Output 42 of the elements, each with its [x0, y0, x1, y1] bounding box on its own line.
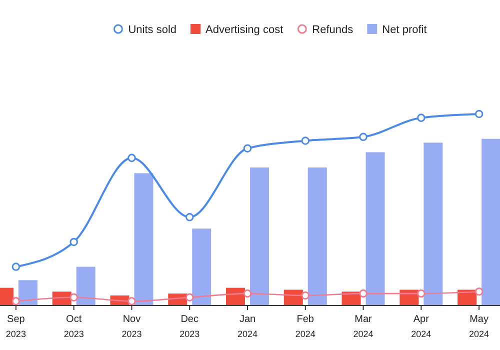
point — [243, 289, 252, 298]
point — [359, 132, 368, 142]
point — [185, 293, 194, 302]
point — [70, 238, 78, 246]
legend-label: Refunds — [312, 24, 354, 36]
bar — [76, 266, 96, 305]
point — [12, 297, 20, 306]
point — [474, 110, 484, 118]
point — [417, 289, 426, 298]
bar — [482, 138, 500, 305]
bar — [18, 280, 38, 305]
point — [185, 213, 194, 222]
x-tick-label: Apr 2024 — [411, 314, 432, 339]
point — [128, 154, 136, 162]
bar — [424, 142, 443, 305]
point — [474, 288, 484, 296]
x-tick-label: Mar 2024 — [353, 314, 374, 339]
point — [243, 144, 252, 153]
point — [301, 291, 310, 300]
bar — [366, 152, 385, 305]
x-tick-label: Dec 2023 — [180, 314, 200, 339]
legend-label: Advertising cost — [206, 24, 284, 36]
x-tick-label: Oct 2023 — [64, 314, 84, 339]
bar — [400, 290, 419, 305]
bar — [134, 173, 154, 305]
x-tick-label: Sep 2023 — [6, 314, 26, 339]
point — [359, 289, 368, 298]
bar — [308, 167, 327, 305]
point — [417, 114, 426, 122]
x-tick-label: Jan 2024 — [237, 314, 258, 339]
point — [301, 136, 310, 145]
point — [12, 262, 20, 271]
bar — [192, 228, 212, 305]
x-tick-label: Nov 2023 — [122, 314, 142, 339]
legend-label: Net profit — [382, 24, 427, 36]
bar — [458, 290, 477, 305]
x-tick-label: Feb 2024 — [295, 314, 316, 339]
bar — [250, 167, 269, 305]
point — [70, 293, 78, 302]
x-tick-label: May 2024 — [469, 314, 490, 339]
point — [128, 297, 136, 306]
legend-label: Units sold — [128, 24, 177, 36]
